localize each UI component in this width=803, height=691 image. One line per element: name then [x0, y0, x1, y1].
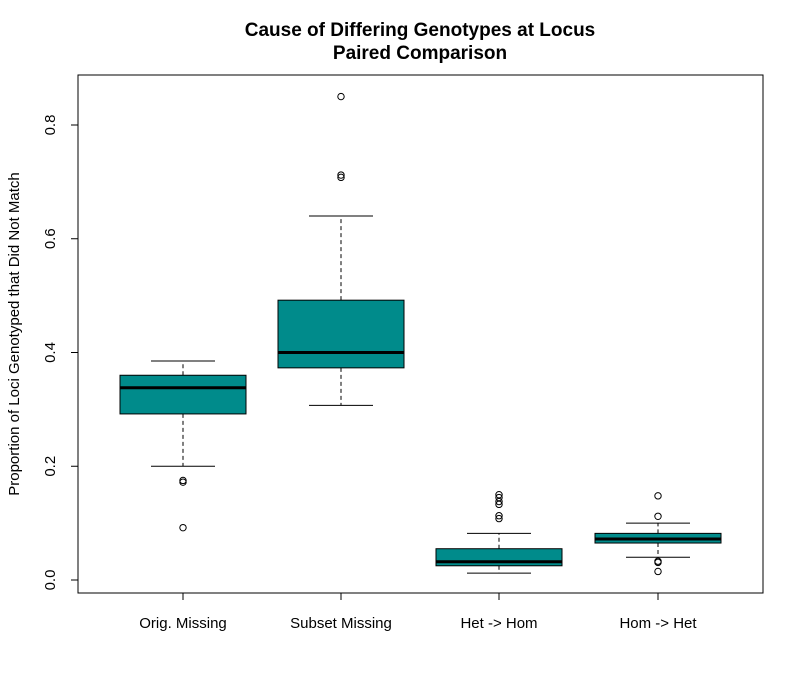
x-tick-label: Het -> Hom	[460, 615, 537, 632]
box-iqr	[277, 299, 405, 369]
box-iqr	[119, 374, 247, 415]
outlier-point	[337, 171, 345, 179]
chart-title-line-2: Paired Comparison	[333, 43, 507, 64]
outlier-point	[179, 523, 187, 532]
y-tick-label: 0.2	[42, 456, 59, 477]
x-tick-label: Orig. Missing	[139, 615, 227, 632]
y-axis: 0.0 0.2 0.4 0.6 0.8	[42, 115, 79, 591]
outlier-point	[654, 492, 662, 500]
box-4	[594, 492, 722, 576]
outlier-point	[337, 92, 345, 101]
y-tick-label: 0.8	[42, 115, 59, 136]
outlier-point	[495, 497, 503, 506]
outlier-point	[654, 567, 662, 576]
chart-title-line-1: Cause of Differing Genotypes at Locus	[245, 20, 596, 41]
outlier-point	[179, 478, 187, 486]
y-tick-label: 0.4	[42, 342, 59, 363]
x-tick-label: Hom -> Het	[619, 615, 697, 632]
box-1	[119, 360, 247, 532]
x-tick-label: Subset Missing	[290, 615, 392, 632]
box-3	[435, 490, 563, 574]
y-axis-label: Proportion of Loci Genotyped that Did No…	[6, 172, 23, 496]
outlier-point	[654, 558, 662, 567]
outlier-point	[495, 514, 503, 523]
y-tick-label: 0.0	[42, 570, 59, 591]
outlier-point	[495, 500, 503, 509]
outlier-point	[337, 173, 345, 182]
y-tick-label: 0.6	[42, 228, 59, 249]
outlier-point	[654, 512, 662, 520]
outlier-point	[495, 512, 503, 520]
x-axis: Orig. Missing Subset Missing Het -> Hom Hom…	[139, 593, 697, 632]
box-group	[119, 92, 722, 576]
box-2	[277, 92, 405, 406]
plot-frame	[77, 74, 764, 594]
